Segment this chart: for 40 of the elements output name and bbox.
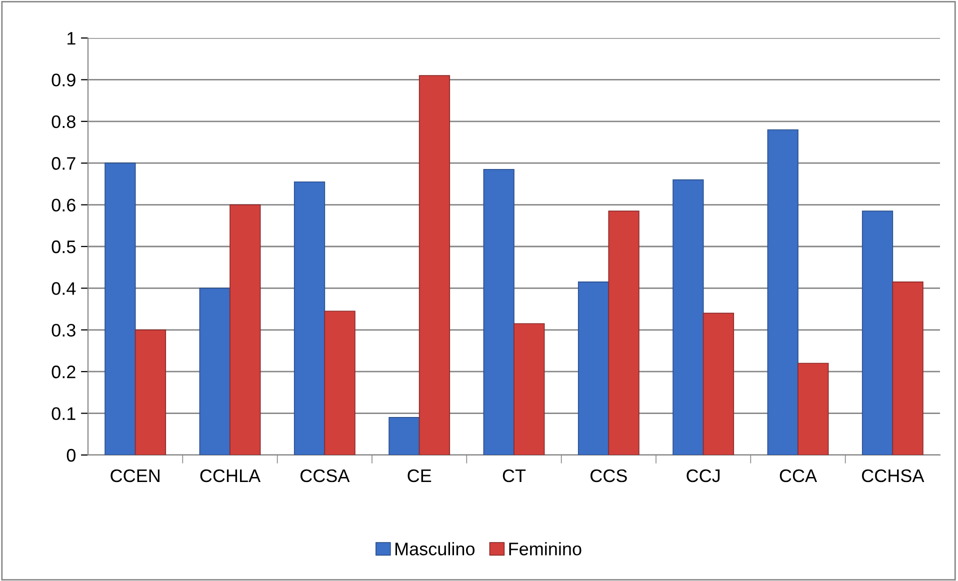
y-tick-label: 0.4: [52, 282, 76, 295]
y-tick-label: 1: [68, 32, 76, 45]
bar: [134, 329, 166, 455]
bar: [294, 181, 326, 455]
y-tick-label: 0.9: [52, 74, 76, 86]
y-tick-label: 0.2: [52, 366, 76, 378]
bar: [798, 362, 829, 455]
y-tick-label: 0.1: [52, 407, 76, 420]
x-tick-label: CCHSA: [862, 469, 924, 482]
legend-label: Masculino: [395, 542, 475, 556]
x-tick-label: CCS: [590, 469, 627, 482]
bar: [418, 75, 450, 455]
bar: [767, 129, 798, 455]
x-tick-label: CT: [502, 469, 526, 482]
x-tick-label: CCHLA: [200, 469, 261, 482]
x-tick-label: CE: [408, 469, 432, 482]
x-tick-label: CCJ: [686, 469, 720, 482]
bar: [608, 210, 640, 455]
x-tick-label: CCEN: [110, 469, 160, 482]
y-tick-label: 0.8: [52, 115, 76, 128]
bar: [514, 323, 545, 455]
bar: [578, 282, 610, 455]
bar: [483, 168, 514, 455]
y-tick-label: 0: [66, 448, 76, 462]
bar: [199, 288, 230, 455]
bar: [230, 204, 261, 455]
bar: [672, 179, 704, 455]
bar: [388, 417, 420, 455]
bar: [702, 312, 734, 455]
bar: [862, 210, 894, 455]
y-tick-label: 0.5: [52, 240, 76, 254]
bar: [324, 310, 356, 455]
x-tick-label: CCA: [780, 469, 818, 482]
bar: [892, 282, 924, 455]
bar: [104, 162, 136, 455]
y-tick-label: 0.6: [52, 198, 76, 212]
y-tick-label: 0.7: [52, 157, 76, 170]
x-tick-label: CCSA: [300, 469, 350, 482]
y-tick-label: 0.3: [52, 324, 76, 337]
legend-label: Feminino: [509, 542, 582, 556]
